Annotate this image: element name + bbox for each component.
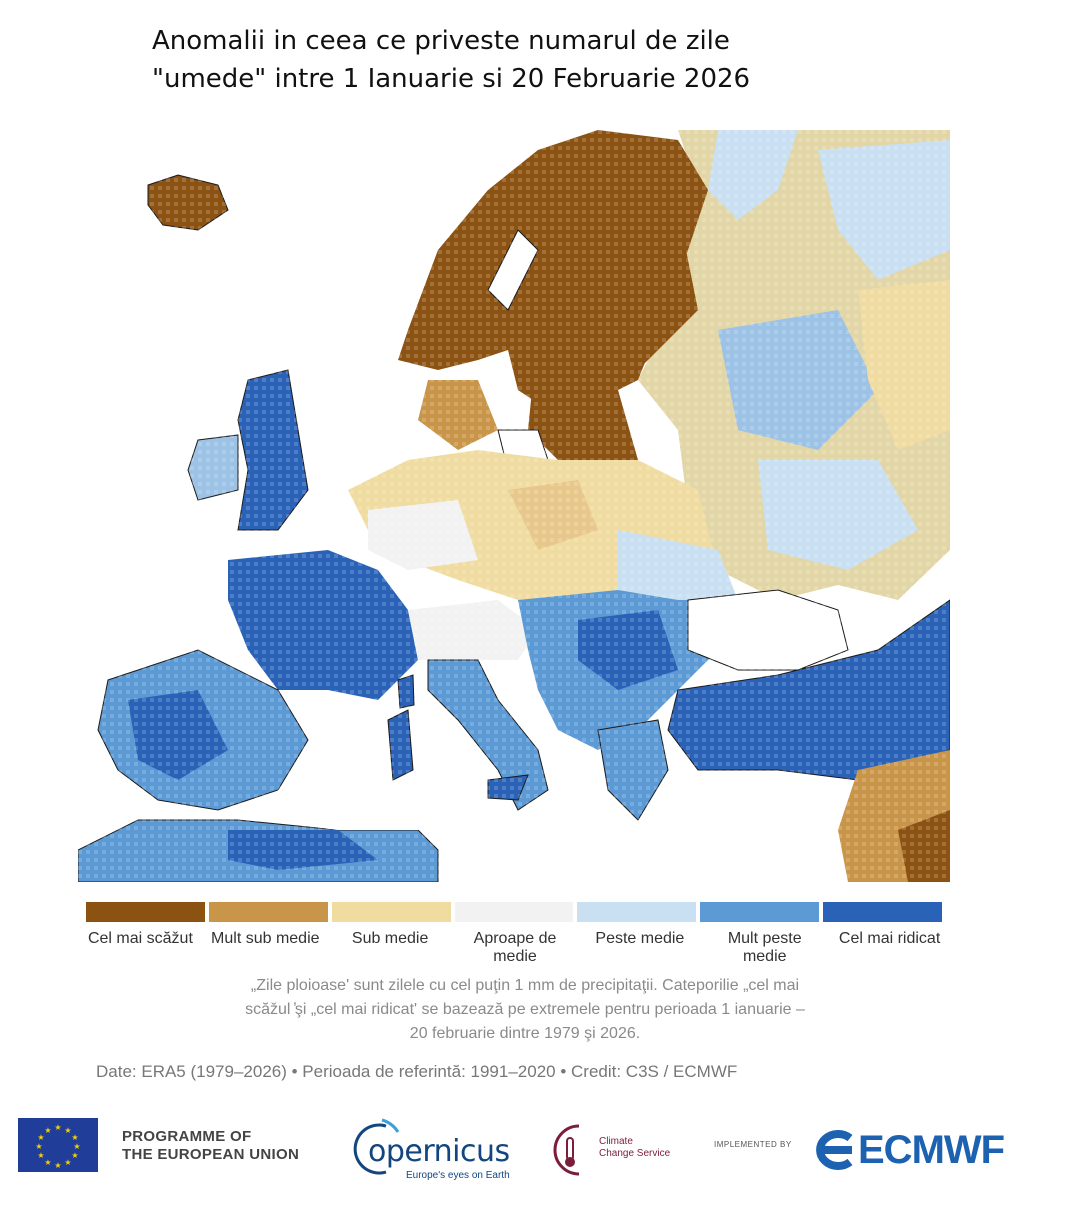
- legend-swatch-aproape-de-medie: [454, 902, 574, 922]
- legend-swatch-cel-mai-ridicat: [823, 902, 943, 922]
- c3s-logo: Climate Change Service: [545, 1116, 685, 1186]
- svg-text:★: ★: [44, 1158, 51, 1167]
- data-source-credit: Date: ERA5 (1979–2026) • Perioada de ref…: [96, 1062, 738, 1081]
- svg-text:★: ★: [64, 1158, 71, 1167]
- implemented-by-label: IMPLEMENTED BY: [714, 1140, 792, 1149]
- legend-label: Mult peste medie: [727, 930, 802, 965]
- copernicus-tagline: Europe's eyes on Earth: [406, 1170, 510, 1181]
- svg-text:★: ★: [37, 1133, 44, 1142]
- footnote-line-1: „Zile ploioase' sunt zilele cu cel puţin…: [250, 977, 800, 994]
- legend-color-bar: [86, 902, 943, 922]
- copernicus-wordmark: opernicus: [368, 1134, 510, 1169]
- svg-text:★: ★: [71, 1151, 78, 1160]
- c3s-text: Climate Change Service: [599, 1136, 670, 1160]
- ecmwf-logo: ECMWF: [806, 1126, 1026, 1176]
- legend-swatch-mult-peste-medie: [700, 902, 820, 922]
- legend-label: Aproape de medie: [473, 930, 557, 965]
- footnote: „Zile ploioase' sunt zilele cu cel puţin…: [160, 974, 890, 1046]
- legend-label: Cel mai ridicat: [838, 930, 941, 947]
- map-title: Anomalii in ceea ce priveste numarul de …: [152, 22, 912, 98]
- svg-text:★: ★: [37, 1151, 44, 1160]
- svg-text:★: ★: [44, 1126, 51, 1135]
- legend-labels: Cel mai scăžut Mult sub medie Sub medie …: [80, 930, 950, 970]
- c3s-line-1: Climate: [599, 1136, 633, 1147]
- copernicus-logo: opernicus Europe's eyes on Earth: [346, 1114, 516, 1184]
- legend-swatch-cel-mai-scazut: [86, 902, 205, 922]
- eu-programme-text: PROGRAMME OF THE EUROPEAN UNION: [122, 1128, 299, 1164]
- title-line-2: "umede" intre 1 Ianuarie si 20 Februarie…: [152, 64, 751, 94]
- ecmwf-mark-icon: [816, 1130, 853, 1170]
- thermometer-cloud-icon: [553, 1124, 580, 1176]
- legend-label: Mult sub medie: [211, 930, 320, 947]
- svg-text:★: ★: [35, 1142, 42, 1151]
- svg-text:★: ★: [73, 1142, 80, 1151]
- footnote-line-3: 20 februarie dintre 1979 şi 2026.: [409, 1025, 641, 1042]
- svg-text:★: ★: [71, 1133, 78, 1142]
- legend-label: Peste medie: [595, 930, 685, 947]
- anomaly-map: [78, 130, 950, 882]
- europe-map-svg: [78, 130, 950, 882]
- eu-text-line-1: PROGRAMME OF: [122, 1128, 252, 1145]
- legend-swatch-sub-medie: [331, 902, 451, 922]
- legend-label: Cel mai scăžut: [87, 930, 193, 947]
- legend-swatch-peste-medie: [577, 902, 697, 922]
- eu-text-line-2: THE EUROPEAN UNION: [122, 1146, 300, 1163]
- c3s-line-2: Change Service: [599, 1148, 671, 1159]
- svg-text:★: ★: [64, 1126, 71, 1135]
- svg-text:★: ★: [54, 1161, 61, 1170]
- legend-label: Sub medie: [351, 930, 429, 947]
- footnote-line-2: scăžul ̓şi „cel mai ridicat' se bazează …: [245, 1001, 805, 1018]
- title-line-1: Anomalii in ceea ce priveste numarul de …: [152, 26, 730, 56]
- eu-flag-icon: ★ ★ ★ ★ ★ ★ ★ ★ ★ ★ ★ ★: [18, 1118, 98, 1172]
- legend-swatch-mult-sub-medie: [208, 902, 328, 922]
- logo-strip: ★ ★ ★ ★ ★ ★ ★ ★ ★ ★ ★ ★ PROGRAMME OF THE EUROPEA…: [0, 1108, 1066, 1198]
- svg-text:★: ★: [54, 1123, 61, 1132]
- copernicus-c-icon: [353, 1118, 400, 1175]
- ecmwf-wordmark: ECMWF: [858, 1128, 1005, 1172]
